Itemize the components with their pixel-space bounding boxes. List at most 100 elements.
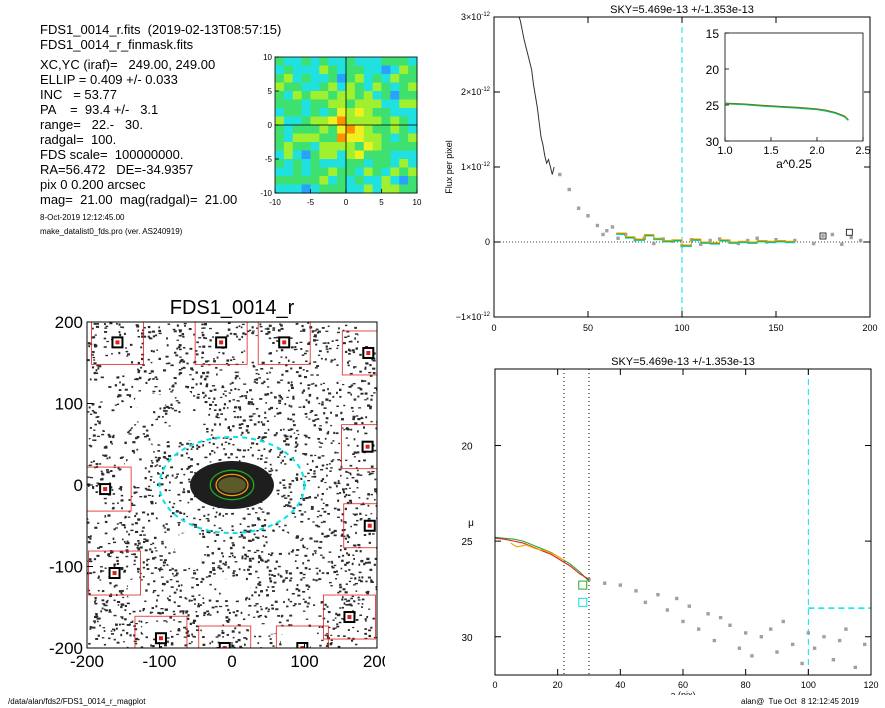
noise-pixel bbox=[101, 590, 105, 593]
noise-pixel bbox=[309, 326, 313, 329]
noise-pixel bbox=[150, 370, 154, 373]
noise-pixel bbox=[317, 354, 321, 356]
heatmap-cell bbox=[319, 82, 329, 92]
noise-pixel bbox=[215, 605, 218, 608]
info-line: RA=56.472 DE=-34.9357 bbox=[40, 162, 194, 177]
noise-pixel bbox=[162, 611, 164, 615]
noise-pixel bbox=[343, 404, 346, 407]
noise-pixel bbox=[320, 479, 323, 483]
noise-pixel bbox=[331, 531, 335, 534]
noise-pixel bbox=[92, 434, 96, 437]
noise-pixel bbox=[194, 603, 196, 605]
noise-pixel bbox=[92, 350, 95, 354]
noise-pixel bbox=[128, 510, 131, 513]
noise-pixel bbox=[308, 568, 311, 570]
flux-point bbox=[576, 206, 581, 210]
info-line: mag= 21.00 mag(radgal)= 21.00 bbox=[40, 192, 238, 207]
noise-pixel bbox=[157, 472, 159, 474]
noise-pixel bbox=[364, 561, 368, 564]
noise-pixel bbox=[231, 630, 235, 633]
heatmap-cell bbox=[292, 176, 303, 186]
noise-pixel bbox=[239, 645, 242, 648]
noise-pixel bbox=[269, 641, 273, 645]
noise-pixel bbox=[328, 486, 331, 488]
noise-pixel bbox=[281, 450, 284, 453]
noise-pixel bbox=[289, 498, 293, 501]
x-tick-label: 60 bbox=[678, 680, 688, 690]
noise-pixel bbox=[299, 382, 303, 385]
noise-pixel bbox=[131, 449, 135, 453]
noise-pixel bbox=[97, 634, 100, 637]
noise-pixel bbox=[185, 385, 188, 388]
noise-pixel bbox=[182, 518, 185, 521]
noise-pixel bbox=[368, 473, 371, 476]
noise-pixel bbox=[179, 360, 183, 363]
noise-pixel bbox=[147, 335, 150, 338]
noise-pixel bbox=[87, 359, 90, 362]
noise-pixel bbox=[330, 361, 333, 363]
noise-pixel bbox=[144, 467, 147, 470]
noise-pixel bbox=[273, 415, 276, 417]
noise-pixel bbox=[331, 560, 333, 563]
noise-pixel bbox=[343, 529, 346, 531]
noise-pixel bbox=[307, 559, 310, 562]
noise-pixel bbox=[119, 456, 123, 459]
noise-pixel bbox=[349, 499, 352, 502]
noise-pixel bbox=[238, 427, 242, 429]
noise-pixel bbox=[238, 449, 242, 452]
noise-pixel bbox=[219, 560, 222, 563]
noise-pixel bbox=[202, 636, 205, 639]
noise-pixel bbox=[110, 486, 113, 489]
noise-pixel bbox=[276, 340, 280, 342]
noise-pixel bbox=[242, 419, 246, 422]
noise-pixel bbox=[334, 358, 336, 361]
noise-pixel bbox=[188, 481, 192, 483]
noise-pixel bbox=[145, 636, 148, 639]
noise-pixel bbox=[265, 402, 267, 404]
noise-pixel bbox=[171, 506, 175, 509]
noise-pixel bbox=[253, 635, 256, 638]
y-tick-exponent: -12 bbox=[481, 162, 490, 168]
sb-square-marker bbox=[578, 597, 588, 607]
noise-pixel bbox=[97, 577, 100, 579]
noise-pixel bbox=[196, 341, 199, 344]
noise-pixel bbox=[305, 350, 309, 352]
noise-pixel bbox=[122, 538, 124, 541]
noise-pixel bbox=[323, 510, 327, 513]
noise-pixel bbox=[121, 552, 124, 554]
y-tick-label: 3×10-12 bbox=[461, 12, 491, 22]
noise-pixel bbox=[308, 437, 311, 439]
noise-pixel bbox=[106, 599, 109, 602]
noise-pixel bbox=[209, 389, 213, 392]
noise-pixel bbox=[367, 504, 370, 507]
inset-x-tick-label: 1.5 bbox=[763, 145, 778, 157]
noise-pixel bbox=[103, 630, 106, 632]
noise-pixel bbox=[349, 464, 353, 467]
noise-pixel bbox=[225, 605, 229, 607]
noise-pixel bbox=[176, 339, 180, 341]
noise-pixel bbox=[108, 609, 111, 612]
noise-pixel bbox=[329, 347, 332, 350]
noise-pixel bbox=[157, 450, 161, 452]
noise-pixel bbox=[373, 392, 376, 394]
noise-pixel bbox=[353, 456, 356, 458]
noise-pixel bbox=[290, 346, 294, 349]
noise-pixel bbox=[213, 573, 216, 575]
noise-pixel bbox=[339, 548, 342, 552]
noise-pixel bbox=[170, 391, 173, 393]
noise-pixel bbox=[275, 469, 278, 472]
noise-pixel bbox=[226, 359, 230, 362]
noise-pixel bbox=[133, 397, 136, 400]
noise-pixel bbox=[193, 636, 196, 638]
noise-pixel bbox=[174, 397, 177, 399]
mask-region bbox=[343, 503, 377, 549]
noise-pixel bbox=[296, 549, 300, 551]
noise-pixel bbox=[307, 387, 310, 390]
noise-pixel bbox=[115, 623, 118, 626]
noise-pixel bbox=[301, 391, 304, 394]
noise-pixel bbox=[335, 578, 338, 580]
noise-pixel bbox=[290, 405, 293, 408]
noise-pixel bbox=[248, 604, 252, 607]
noise-pixel bbox=[164, 457, 167, 459]
isophote-ellipse bbox=[158, 435, 306, 535]
